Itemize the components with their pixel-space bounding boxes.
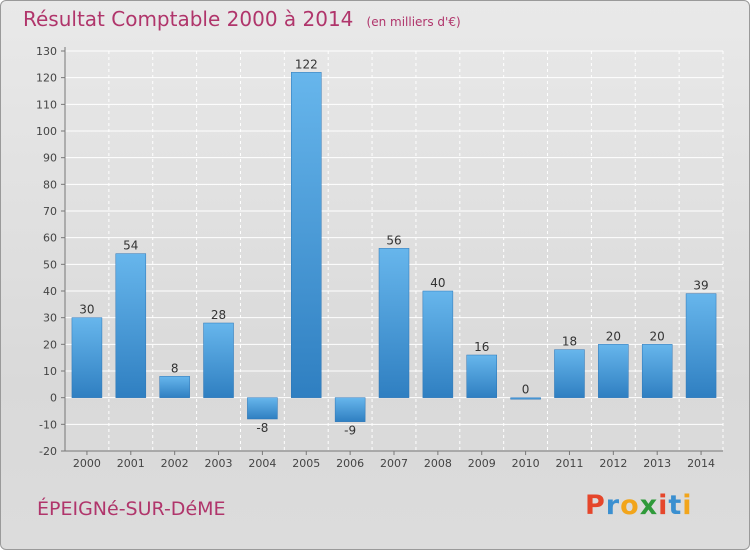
bar-2004 [247,397,278,420]
value-label-2009: 16 [474,340,489,354]
y-tick-label: 30 [43,312,57,325]
value-label-2013: 20 [650,329,665,343]
y-tick-label: 100 [36,125,57,138]
bar-2001 [115,253,147,398]
x-tick-label-2011: 2011 [555,457,583,470]
x-tick-label-2012: 2012 [599,457,627,470]
bar-2010 [510,397,541,400]
value-label-2001: 54 [123,239,138,253]
y-tick-label: 110 [36,98,57,111]
y-tick-label: 50 [43,258,57,271]
y-tick-label: 0 [50,392,57,405]
value-label-2005: 122 [295,57,318,71]
x-tick-label-2004: 2004 [248,457,276,470]
x-tick-label-2003: 2003 [205,457,233,470]
value-label-2004: -8 [256,421,268,435]
logo-letter: t [668,490,683,521]
bar-2011 [554,349,585,398]
y-tick-label: 60 [43,232,57,245]
commune-name: ÉPEIGNé-SUR-DéME [37,498,226,520]
bar-2005 [291,72,322,398]
y-tick-label: 90 [43,152,57,165]
value-label-2003: 28 [211,308,226,322]
y-tick-label: -10 [39,418,57,431]
bar-2002 [159,376,190,398]
bar-2000 [71,317,103,398]
x-tick-label-2005: 2005 [292,457,320,470]
x-tick-label-2001: 2001 [117,457,145,470]
value-label-2000: 30 [79,303,94,317]
x-tick-label-2008: 2008 [424,457,452,470]
axes: -20-100102030405060708090100110120130200… [36,45,723,470]
bar-2009 [466,354,497,398]
bar-2006 [334,397,366,422]
bar-2013 [641,344,673,398]
x-tick-label-2006: 2006 [336,457,364,470]
chart-title: Résultat Comptable 2000 à 2014 [23,7,354,31]
y-tick-label: 120 [36,72,57,85]
data-labels: 30 54 8 28 -8 122 -9 56 40 16 0 18 20 20 39 [79,57,708,437]
x-tick-label-2002: 2002 [161,457,189,470]
logo-letter: i [682,490,693,521]
y-tick-label: 70 [43,205,57,218]
x-tick-label-2007: 2007 [380,457,408,470]
x-tick-label-2013: 2013 [643,457,671,470]
bar-2012 [598,344,629,398]
value-label-2006: -9 [344,424,356,438]
value-label-2012: 20 [606,329,621,343]
chart-subtitle: (en milliers d'€) [366,15,461,29]
logo-letter: o [620,490,640,521]
logo-letter: x [639,490,659,521]
logo-letter: P [585,490,606,521]
x-tick-label-2000: 2000 [73,457,101,470]
logo-letter: i [658,490,669,521]
y-tick-label: 130 [36,45,57,58]
y-tick-label: 10 [43,365,57,378]
x-tick-label-2010: 2010 [512,457,540,470]
title-row: Résultat Comptable 2000 à 2014 (en milli… [23,7,461,31]
proxiti-logo[interactable]: Proxiti [585,490,693,521]
y-tick-label: 20 [43,338,57,351]
bar-2003 [203,322,234,398]
value-label-2008: 40 [430,276,445,290]
x-tick-label-2009: 2009 [468,457,496,470]
value-label-2002: 8 [171,361,179,375]
y-tick-label: -20 [39,445,57,458]
x-tick-label-2014: 2014 [687,457,715,470]
bar-2007 [378,248,410,398]
value-label-2014: 39 [693,279,708,293]
logo-letter: r [605,490,621,521]
value-label-2010: 0 [522,383,530,397]
bars [71,72,717,422]
value-label-2011: 18 [562,335,577,349]
bar-2014 [685,293,717,398]
y-tick-label: 40 [43,285,57,298]
y-tick-label: 80 [43,178,57,191]
bar-2008 [422,290,454,398]
value-label-2007: 56 [386,233,401,247]
